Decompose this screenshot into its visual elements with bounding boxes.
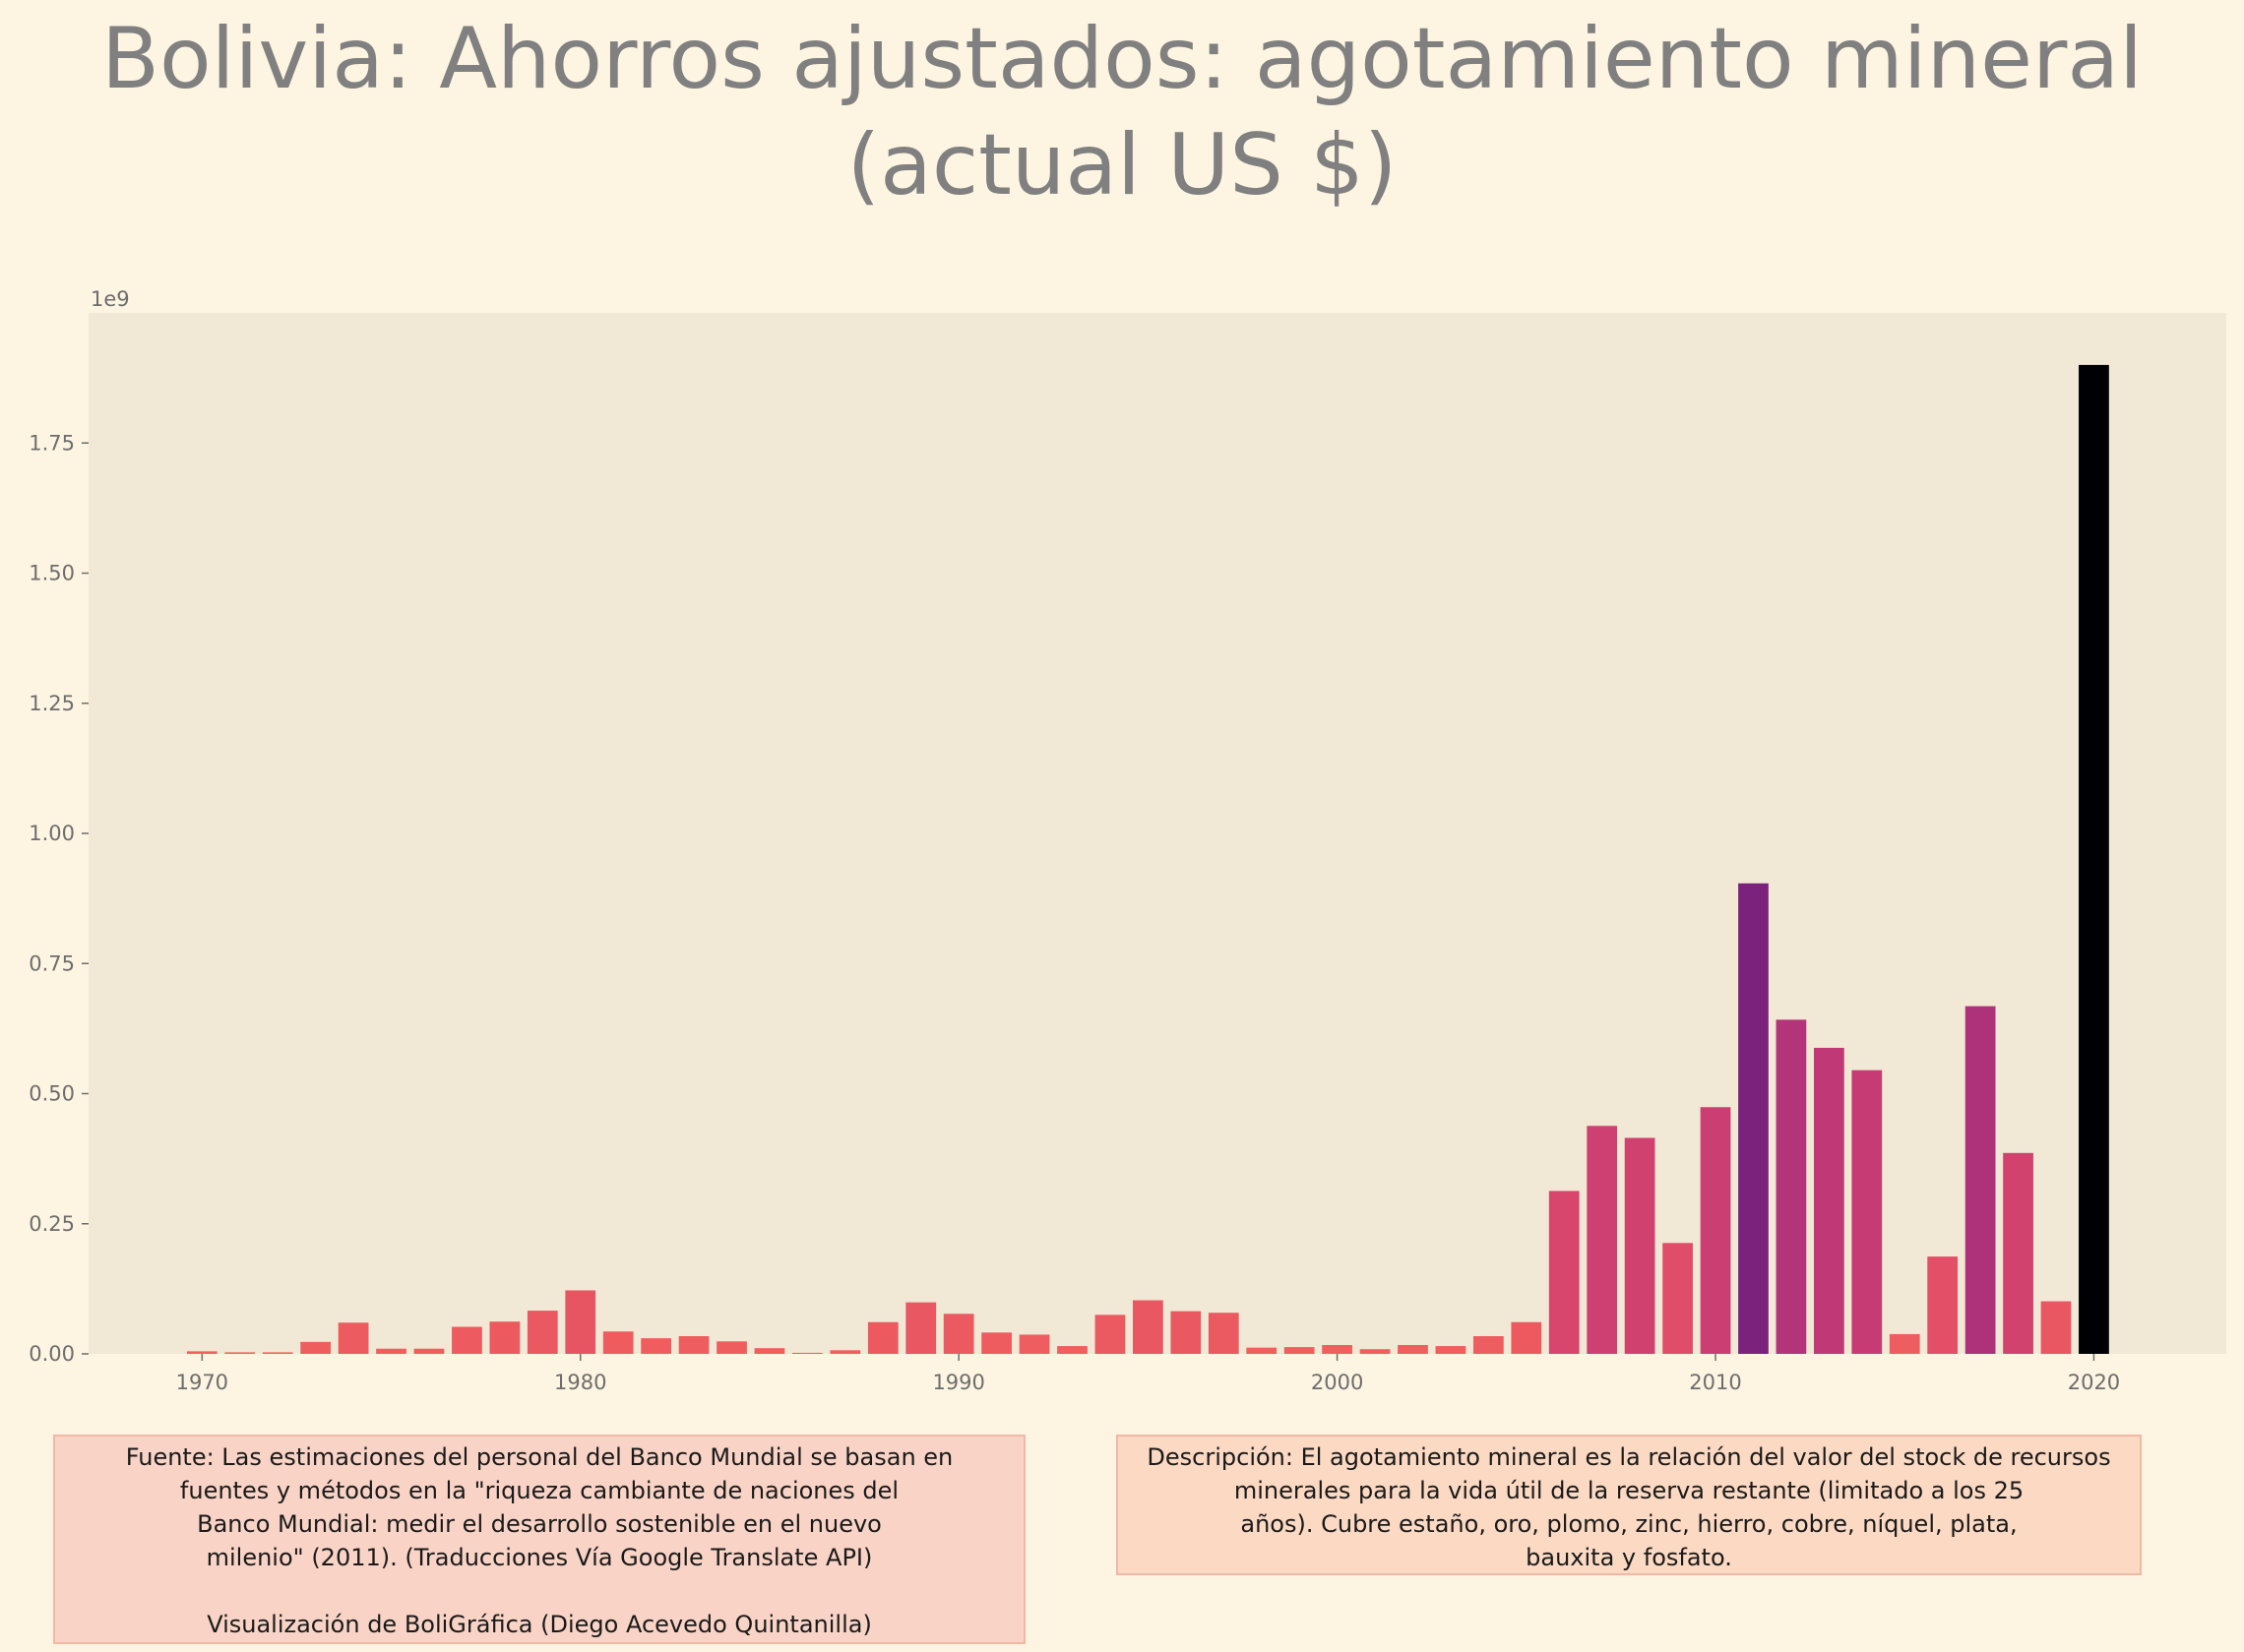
bar-2012 [1776, 1019, 1807, 1354]
bar-1996 [1170, 1311, 1202, 1354]
y-tick-label: 1.75 [29, 431, 75, 455]
bar-1993 [1057, 1346, 1088, 1354]
bar-1975 [376, 1348, 406, 1354]
bar-2000 [1322, 1345, 1352, 1354]
source-line-4: milenio" (2011). (Traducciones Vía Googl… [206, 1544, 873, 1571]
source-box: Fuente: Las estimaciones del personal de… [53, 1435, 1026, 1644]
bar-1979 [527, 1311, 558, 1354]
bar-1971 [224, 1352, 256, 1354]
y-tick-label: 0.00 [29, 1342, 75, 1366]
bar-2018 [2003, 1152, 2033, 1354]
x-tick-label: 2000 [1311, 1371, 1363, 1394]
bar-2011 [1738, 883, 1769, 1354]
bar-2017 [1964, 1006, 1996, 1354]
bar-2001 [1359, 1349, 1391, 1354]
bar-2002 [1398, 1345, 1428, 1354]
y-tick-label: 0.50 [29, 1082, 75, 1106]
description-line-2: minerales para la vida útil de la reserv… [1233, 1477, 2025, 1504]
y-offset-label: 1e9 [91, 287, 130, 311]
plot-area [89, 313, 2226, 1354]
bar-1970 [186, 1351, 218, 1354]
y-tick-label: 1.50 [29, 562, 75, 585]
bar-2004 [1472, 1336, 1504, 1354]
bar-2016 [1927, 1256, 1959, 1354]
bar-1989 [905, 1302, 937, 1354]
description-box: Descripción: El agotamiento mineral es l… [1116, 1435, 2142, 1575]
bar-2009 [1662, 1243, 1693, 1354]
bar-1988 [867, 1321, 899, 1354]
bar-1978 [489, 1321, 521, 1354]
bar-chart: 1e9 0.00 0.25 0.50 0.75 1.00 1.25 1.50 1.75 197… [29, 287, 2226, 1394]
bar-2014 [1851, 1070, 1883, 1354]
bar-2005 [1511, 1321, 1542, 1354]
credit-line: Visualización de BoliGráfica (Diego Acev… [207, 1611, 872, 1638]
bar-2006 [1548, 1191, 1580, 1354]
source-line-1: Fuente: Las estimaciones del personal de… [125, 1443, 954, 1471]
bar-1982 [641, 1338, 672, 1354]
bar-1973 [300, 1341, 332, 1354]
description-line-4: bauxita y fosfato. [1526, 1544, 1732, 1571]
bar-2008 [1624, 1137, 1655, 1354]
bar-1977 [452, 1326, 482, 1354]
bar-2019 [2040, 1301, 2072, 1354]
bar-1983 [678, 1336, 710, 1354]
x-axis: 1970 1980 1990 2000 2010 2020 [176, 1354, 2120, 1394]
source-line-2: fuentes y métodos en la "riqueza cambian… [179, 1477, 900, 1504]
bar-2013 [1813, 1047, 1844, 1354]
y-tick-label: 1.00 [29, 822, 75, 845]
y-tick-label: 1.25 [29, 692, 75, 715]
chart-title: Bolivia: Ahorros ajustados: agotamiento … [0, 6, 2244, 218]
bar-1987 [830, 1350, 861, 1354]
bar-1981 [602, 1331, 634, 1354]
x-tick-label: 1980 [554, 1371, 606, 1394]
bar-1992 [1019, 1334, 1050, 1354]
chart-title-line-1: Bolivia: Ahorros ajustados: agotamiento … [101, 10, 2143, 108]
bar-1995 [1133, 1300, 1163, 1354]
bar-1994 [1094, 1315, 1126, 1354]
bar-1990 [943, 1314, 974, 1354]
y-tick-label: 0.75 [29, 951, 75, 975]
source-line-3: Banco Mundial: medir el desarrollo soste… [197, 1510, 882, 1538]
bar-1999 [1283, 1347, 1315, 1354]
bar-1991 [981, 1332, 1012, 1354]
bar-2015 [1889, 1333, 1920, 1354]
bars [186, 364, 2109, 1354]
y-tick-label: 0.25 [29, 1212, 75, 1236]
bar-2003 [1435, 1346, 1466, 1354]
bar-1986 [792, 1352, 823, 1354]
bar-1985 [754, 1348, 785, 1354]
description-line-1: Descripción: El agotamiento mineral es l… [1147, 1443, 2111, 1471]
bar-1980 [565, 1290, 596, 1354]
bar-1984 [717, 1341, 747, 1354]
bar-1974 [338, 1322, 369, 1354]
bar-1997 [1208, 1313, 1239, 1354]
x-tick-label: 1990 [932, 1371, 984, 1394]
bar-2020 [2079, 364, 2109, 1354]
description-line-3: años). Cubre estaño, oro, plomo, zinc, h… [1240, 1510, 2018, 1538]
bar-1976 [413, 1348, 445, 1354]
bar-2010 [1700, 1107, 1731, 1354]
y-axis: 0.00 0.25 0.50 0.75 1.00 1.25 1.50 1.75 [29, 431, 89, 1366]
bar-1972 [262, 1352, 293, 1354]
x-tick-label: 2020 [2068, 1371, 2120, 1394]
x-tick-label: 1970 [176, 1371, 228, 1394]
bar-1998 [1246, 1347, 1278, 1354]
x-tick-label: 2010 [1689, 1371, 1741, 1394]
chart-title-line-2: (actual US $) [846, 116, 1398, 214]
bar-2007 [1587, 1126, 1618, 1354]
